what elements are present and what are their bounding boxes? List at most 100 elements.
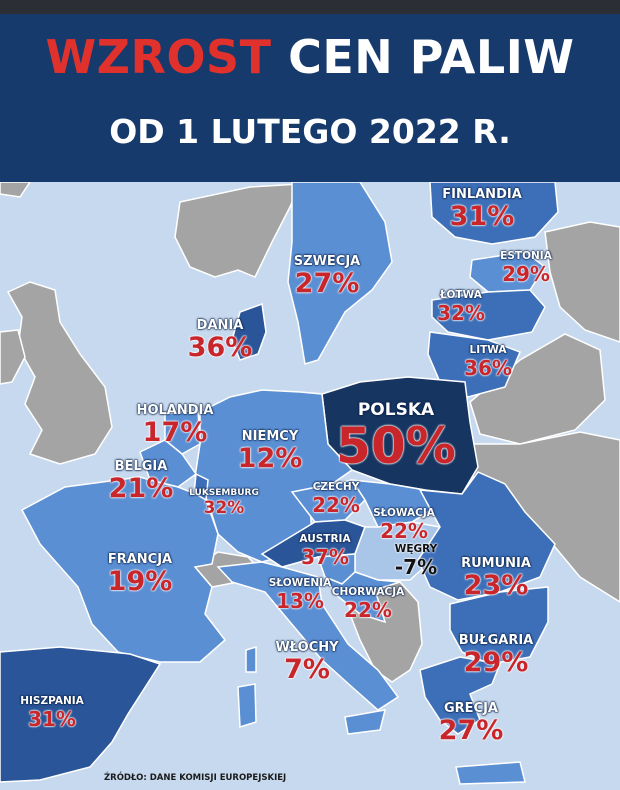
label-szwecja: SZWECJA 27% (294, 255, 360, 297)
country-name: RUMUNIA (461, 556, 531, 571)
label-lotwa: ŁOTWA 32% (437, 290, 485, 323)
label-rumunia: RUMUNIA 23% (461, 557, 531, 599)
country-value: 36% (187, 332, 253, 363)
country-name: WŁOCHY (275, 640, 339, 655)
country-value: 32% (437, 300, 485, 325)
label-holandia: HOLANDIA 17% (137, 404, 214, 446)
bulgaria-shape (449, 586, 549, 665)
label-grecja: GRECJA 27% (439, 702, 504, 744)
country-value: 36% (464, 355, 512, 380)
romania-shape (417, 471, 556, 601)
label-luksemburg: LUKSEMBURG 32% (189, 489, 259, 517)
title-rest: CEN PALIW (288, 30, 575, 84)
country-value: 21% (108, 473, 174, 504)
label-austria: AUSTRIA 37% (299, 534, 350, 567)
france-shape (20, 476, 227, 663)
label-litwa: LITWA 36% (464, 345, 512, 378)
country-value: 12% (237, 443, 303, 474)
country-value: 22% (344, 597, 392, 622)
label-chorwacja: CHORWACJA 22% (332, 587, 404, 620)
label-wegry: WĘGRY -7% (395, 544, 438, 577)
country-name: BUŁGARIA (458, 633, 534, 648)
country-value: 29% (502, 261, 550, 286)
country-name: POLSKA (357, 400, 435, 420)
country-value: 31% (28, 706, 76, 731)
country-name: SŁOWACJA (373, 507, 435, 519)
country-value: 31% (449, 201, 515, 232)
label-belgia: BELGIA 21% (109, 460, 174, 502)
north-sea-island (0, 182, 31, 198)
belarus (469, 333, 606, 445)
country-name: DANIA (196, 318, 244, 333)
italy-shape (216, 561, 400, 711)
country-value: 27% (294, 268, 360, 299)
header-banner (0, 14, 620, 182)
russia (544, 221, 620, 343)
label-slowenia: SŁOWENIA 13% (269, 578, 331, 611)
country-name: SZWECJA (293, 254, 361, 269)
corsica-shape (245, 645, 257, 673)
country-name: GRECJA (443, 701, 498, 716)
sardinia-shape (237, 683, 257, 729)
country-name: LITWA (469, 344, 507, 356)
non-eu-land (0, 182, 620, 683)
country-name: CZECHY (312, 481, 360, 493)
label-niemcy: NIEMCY 12% (238, 430, 303, 472)
label-estonia: ESTONIA 29% (500, 251, 552, 284)
country-name: NIEMCY (241, 429, 299, 444)
country-value: 32% (203, 498, 245, 518)
finland-shape (429, 182, 559, 245)
country-name: HOLANDIA (136, 403, 214, 418)
label-polska: POLSKA 50% (336, 400, 456, 475)
ireland (0, 329, 26, 385)
country-name: HISZPANIA (20, 695, 84, 707)
country-value: -7% (394, 554, 438, 579)
label-francja: FRANCJA 19% (108, 553, 173, 595)
country-value: 29% (463, 647, 529, 678)
label-czechy: CZECHY 22% (312, 482, 360, 515)
country-value: 22% (312, 492, 360, 517)
country-name: LUKSEMBURG (189, 488, 259, 498)
denmark-shape (231, 302, 267, 361)
eu-countries (0, 182, 559, 785)
country-value: 22% (380, 518, 428, 543)
country-name: FRANCJA (107, 552, 173, 567)
country-value: 27% (438, 715, 504, 746)
title-accent: WZROST (45, 30, 272, 84)
country-value: 50% (336, 417, 456, 475)
sicily-shape (344, 709, 387, 735)
label-bulgaria: BUŁGARIA 29% (459, 634, 533, 676)
greece-shape (419, 656, 502, 735)
croatia-shape (323, 571, 401, 624)
label-finlandia: FINLANDIA 31% (442, 188, 522, 230)
slovakia-shape (350, 479, 442, 528)
label-wlochy: WŁOCHY 7% (275, 641, 338, 683)
label-hiszpania: HISZPANIA 31% (20, 696, 84, 729)
country-value: 13% (276, 588, 324, 613)
netherlands-shape (164, 409, 201, 455)
sweden-shape (287, 182, 393, 365)
subtitle: OD 1 LUTEGO 2022 R. (109, 112, 511, 151)
country-value: 23% (463, 570, 529, 601)
country-name: BELGIA (114, 459, 168, 474)
country-name: FINLANDIA (442, 187, 522, 202)
source-note: ŹRÓDŁO: DANE KOMISJI EUROPEJSKIEJ (104, 773, 287, 783)
norway-region (174, 183, 302, 278)
country-value: 7% (284, 654, 330, 685)
label-dania: DANIA 36% (188, 319, 253, 361)
country-name: ŁOTWA (440, 289, 482, 301)
latvia-shape (431, 289, 546, 341)
country-name: AUSTRIA (299, 533, 351, 545)
main-title: WZROST CEN PALIW (0, 30, 620, 84)
spain-shape (0, 646, 162, 783)
country-value: 37% (301, 544, 349, 569)
europe-map (0, 182, 620, 790)
label-slowacja: SŁOWACJA 22% (373, 508, 435, 541)
country-name: ESTONIA (500, 250, 552, 262)
great-britain (6, 281, 113, 465)
country-name: SŁOWENIA (268, 577, 332, 589)
country-value: 19% (107, 566, 173, 597)
top-strip (0, 0, 620, 14)
country-name: CHORWACJA (331, 586, 405, 598)
